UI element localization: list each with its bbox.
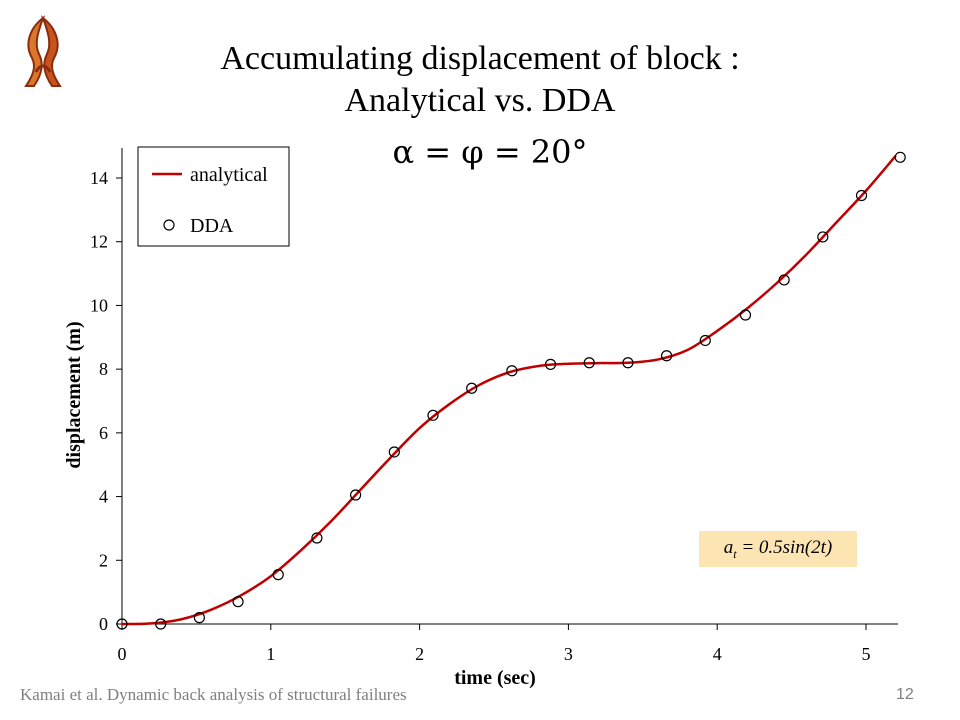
forcing-annotation: at = 0.5sin(2t) <box>699 531 857 567</box>
y-axis-label: displacement (m) <box>63 321 85 468</box>
x-tick-label: 1 <box>266 644 275 664</box>
dda-point <box>311 532 323 544</box>
dda-point <box>699 334 711 347</box>
dda-point <box>894 151 906 163</box>
dda-point <box>506 365 518 377</box>
slide-title-line2: Analytical vs. DDA <box>344 82 616 119</box>
annotation-subscript: t <box>733 546 737 561</box>
annotation-prefix: a <box>723 537 734 558</box>
annotation-expression: = 0.5sin(2t) <box>736 537 833 558</box>
dda-point <box>466 382 478 394</box>
y-tick-label: 2 <box>99 550 108 570</box>
y-tick-label: 10 <box>90 295 108 315</box>
dda-point <box>193 612 205 624</box>
footer-citation: Kamai et al. Dynamic back analysis of st… <box>20 685 407 704</box>
dda-point <box>739 309 752 321</box>
dda-point <box>661 350 673 362</box>
dda-point <box>622 357 634 369</box>
series-analytical-line <box>121 154 897 626</box>
dda-point <box>778 274 790 286</box>
y-tick-label: 14 <box>90 168 108 188</box>
dda-point <box>272 569 284 581</box>
chart-subtitle: α = φ = 20° <box>392 133 588 171</box>
legend-analytical-label: analytical <box>190 164 268 186</box>
dda-point <box>427 409 439 421</box>
dda-point <box>232 596 244 608</box>
dda-point <box>817 231 829 243</box>
dda-point <box>350 489 362 501</box>
legend-dda-label: DDA <box>190 215 234 237</box>
x-tick-label: 3 <box>564 644 573 664</box>
x-tick-label: 2 <box>415 644 424 664</box>
x-tick-label: 0 <box>118 644 127 664</box>
dda-point <box>544 358 557 370</box>
y-tick-label: 6 <box>99 423 108 443</box>
y-tick-label: 8 <box>99 359 108 379</box>
university-logo-icon <box>24 15 62 87</box>
dda-point <box>855 189 868 202</box>
legend-dda-swatch <box>163 219 175 231</box>
legend <box>137 146 290 247</box>
y-tick-label: 0 <box>99 614 108 634</box>
slide-title-line1: Accumulating displacement of block : <box>220 40 740 77</box>
page-number: 12 <box>896 686 914 703</box>
dda-point <box>388 446 400 458</box>
y-tick-label: 12 <box>90 232 108 252</box>
dda-point <box>116 618 128 630</box>
x-axis-label: time (sec) <box>454 667 536 689</box>
x-tick-label: 4 <box>713 644 722 664</box>
dda-point <box>155 618 167 630</box>
x-tick-label: 5 <box>862 644 871 664</box>
y-tick-label: 4 <box>99 487 108 507</box>
dda-point <box>583 357 595 369</box>
